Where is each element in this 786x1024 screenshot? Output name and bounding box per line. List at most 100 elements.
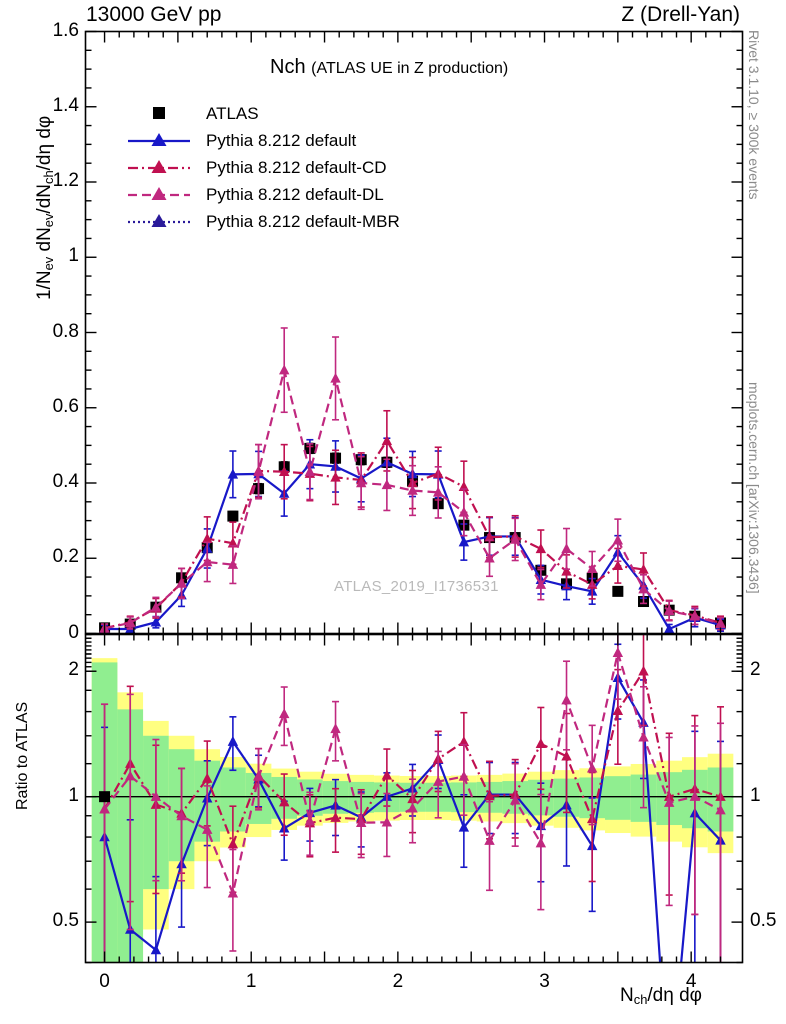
main-ytick-7: 0.2 (52, 546, 79, 568)
data-marker (355, 817, 367, 828)
data-marker (535, 837, 547, 848)
data-marker (381, 479, 393, 490)
data-marker (202, 823, 213, 834)
data-marker (432, 486, 444, 497)
legend-marker-2 (128, 159, 190, 173)
legend-item-3[interactable]: Pythia 8.212 default-DL (126, 181, 400, 208)
legend-item-0[interactable]: ATLAS (126, 100, 400, 127)
main-title: Nch (ATLAS UE in Z production) (270, 56, 508, 79)
data-marker (202, 772, 213, 783)
data-marker (458, 506, 470, 517)
data-marker (176, 810, 187, 821)
ratio-ytick-right-1: 1 (750, 784, 761, 806)
main-ytick-8: 0 (68, 621, 79, 643)
data-marker (304, 815, 316, 826)
series-3 (99, 327, 726, 634)
data-marker (125, 617, 136, 628)
legend-marker-3 (128, 186, 190, 200)
data-marker (561, 750, 572, 761)
data-marker (227, 558, 239, 569)
data-marker (561, 694, 572, 705)
legend-item-2[interactable]: Pythia 8.212 default-CD (126, 154, 400, 181)
data-marker (663, 796, 675, 807)
main-title-paren: (ATLAS UE in Z production) (311, 60, 509, 77)
ratio-ytick-right-2: 0.5 (750, 910, 777, 932)
data-marker (612, 585, 624, 597)
data-marker (330, 471, 341, 482)
main-ytick-4: 0.8 (52, 320, 79, 342)
data-marker (330, 811, 341, 822)
legend-marker-0 (153, 106, 165, 119)
data-marker (715, 618, 726, 628)
xtick-4: 4 (685, 970, 697, 992)
data-marker (304, 466, 316, 476)
data-marker (432, 775, 444, 786)
data-marker (612, 534, 624, 545)
data-marker (227, 537, 239, 548)
data-marker (535, 543, 547, 554)
data-marker (586, 563, 598, 574)
main-ytick-2: 1.2 (52, 170, 79, 191)
x-axis-label-rest: /dη dφ (647, 985, 702, 1006)
main-ytick-0: 1.6 (52, 19, 79, 41)
data-marker (99, 803, 110, 814)
data-marker (125, 770, 136, 781)
data-marker (150, 791, 162, 801)
data-marker (484, 552, 495, 563)
data-marker (638, 563, 649, 574)
data-marker (381, 769, 393, 780)
legend-label-3: Pythia 8.212 default-DL (206, 184, 384, 204)
data-marker (484, 834, 495, 845)
series-2 (99, 409, 726, 634)
main-ytick-5: 0.6 (52, 395, 79, 417)
data-marker (176, 577, 187, 588)
data-marker (509, 533, 521, 544)
data-marker (561, 543, 572, 554)
main-panel-frame (84, 30, 744, 635)
data-marker (509, 794, 521, 805)
ratio-band-inner-bin (605, 776, 631, 820)
legend-marker-4 (128, 213, 190, 227)
data-marker (689, 610, 701, 621)
data-marker (458, 536, 470, 547)
data-marker (150, 601, 162, 612)
legend-item-1[interactable]: Pythia 8.212 default (126, 127, 400, 154)
data-marker (381, 816, 393, 827)
data-marker (381, 435, 393, 446)
main-ytick-3: 1 (68, 245, 79, 267)
data-marker (278, 466, 290, 476)
x-axis-label: Nch/dη dφ (620, 985, 702, 1007)
data-marker (150, 944, 162, 955)
data-marker (715, 804, 726, 815)
data-marker (227, 468, 239, 479)
main-title-text: Nch (270, 56, 306, 78)
header-left: 13000 GeV pp (86, 3, 222, 26)
data-marker (638, 583, 649, 594)
data-marker (407, 484, 418, 495)
data-marker (586, 762, 598, 773)
data-marker (458, 736, 470, 747)
x-axis-label-sub: ch (633, 992, 648, 1008)
data-marker (407, 802, 418, 813)
ratio-ytick-left-1: 1 (68, 784, 79, 806)
data-marker (612, 705, 624, 716)
data-marker (638, 731, 649, 742)
xtick-0: 0 (99, 970, 110, 992)
data-marker (612, 647, 624, 658)
main-ytick-1: 1.4 (52, 94, 79, 116)
data-marker (663, 623, 675, 634)
header-right: Z (Drell-Yan) (621, 3, 740, 26)
data-marker (278, 364, 290, 375)
watermark: ATLAS_2019_I1736531 (334, 578, 499, 595)
main-ytick-6: 0.4 (52, 471, 79, 492)
legend-item-4[interactable]: Pythia 8.212 default-MBR (126, 208, 400, 235)
legend-label-2: Pythia 8.212 default-CD (206, 157, 387, 177)
data-marker (330, 723, 341, 734)
data-marker (458, 770, 470, 781)
data-marker (227, 510, 239, 522)
ratio-series-3 (99, 634, 726, 963)
data-marker (535, 738, 547, 749)
data-marker (253, 770, 264, 781)
